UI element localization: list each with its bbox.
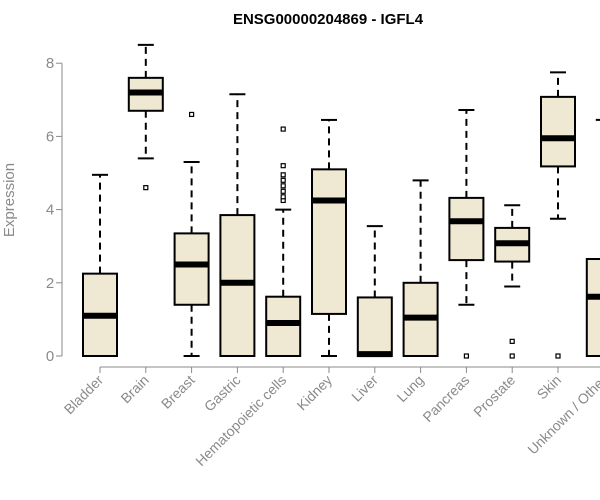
- outlier-point: [189, 111, 195, 118]
- outlier-point: [509, 353, 515, 359]
- outlier-point: [463, 353, 469, 359]
- outlier-point: [280, 183, 286, 189]
- y-tick-label: 4: [46, 202, 54, 219]
- y-axis-label: Expression: [1, 163, 18, 237]
- outlier-point: [280, 172, 286, 178]
- outlier-point: [555, 353, 561, 359]
- x-tick-label: Bladder: [61, 372, 107, 418]
- box-bladder: [82, 173, 118, 357]
- box-kidney: [311, 118, 347, 357]
- outlier-point: [280, 177, 286, 183]
- outlier-point: [509, 338, 515, 344]
- box-liver: [356, 225, 393, 358]
- box: [311, 168, 347, 315]
- outlier-point: [280, 163, 286, 169]
- outlier-point: [280, 194, 286, 200]
- outlier-point: [280, 188, 286, 194]
- x-tick-label: Lung: [393, 372, 426, 405]
- y-tick-label: 6: [46, 128, 54, 145]
- box-prostate: [494, 204, 531, 359]
- box-breast: [173, 111, 210, 357]
- box: [356, 296, 393, 358]
- box: [265, 295, 302, 358]
- box: [173, 232, 210, 306]
- x-tick-label: Gastric: [201, 372, 244, 415]
- x-tick-label: Brain: [117, 372, 151, 406]
- box-unknown-other: [585, 118, 600, 358]
- y-axis: 0 2 4 6 8: [46, 55, 63, 365]
- x-tick-label: Kidney: [294, 372, 336, 414]
- chart-title: ENSG00000204869 - IGFL4: [233, 11, 424, 28]
- x-tick-label: Hematopoietic cells: [192, 372, 289, 469]
- y-tick-label: 8: [46, 55, 54, 72]
- outlier-point: [143, 185, 149, 191]
- box-pancreas: [448, 109, 485, 359]
- x-tick-label: Pancreas: [419, 372, 472, 425]
- y-tick-label: 2: [46, 275, 54, 292]
- box-gastric: [219, 93, 256, 357]
- y-tick-label: 0: [46, 348, 54, 365]
- outlier-point: [280, 126, 286, 132]
- box-skin: [540, 71, 576, 359]
- box-brain: [127, 43, 164, 191]
- box: [448, 196, 485, 262]
- box-hematopoietic-cells: [265, 126, 302, 358]
- x-tick-label: Breast: [158, 372, 198, 412]
- box: [585, 258, 600, 358]
- box: [540, 95, 576, 168]
- plot-area: [82, 43, 600, 359]
- x-tick-label: Prostate: [470, 372, 518, 420]
- x-tick-label: Liver: [348, 372, 381, 405]
- x-tick-label: Skin: [534, 372, 565, 403]
- box-lung: [402, 179, 439, 357]
